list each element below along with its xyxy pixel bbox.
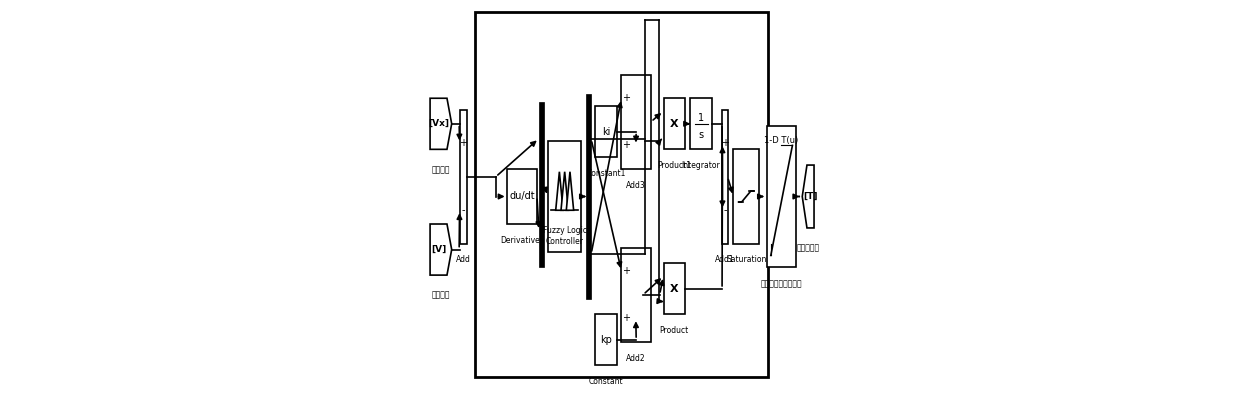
Text: 理想车速: 理想车速 xyxy=(431,165,450,174)
Text: X: X xyxy=(670,284,679,294)
Text: +: + xyxy=(622,140,631,151)
FancyBboxPatch shape xyxy=(664,263,685,314)
Text: +: + xyxy=(460,138,467,149)
Text: Derivative1: Derivative1 xyxy=(501,236,544,245)
Text: 电子油门工作特性表: 电子油门工作特性表 xyxy=(761,279,803,288)
Text: ki: ki xyxy=(602,127,610,137)
FancyBboxPatch shape xyxy=(622,248,650,342)
Polygon shape xyxy=(430,224,452,275)
Text: X: X xyxy=(670,119,679,129)
Polygon shape xyxy=(430,98,452,149)
FancyBboxPatch shape xyxy=(733,149,760,244)
Text: Saturation: Saturation xyxy=(726,255,767,264)
FancyBboxPatch shape xyxy=(767,126,797,267)
Text: Add1: Add1 xyxy=(715,255,735,264)
Text: 驱动总力矩: 驱动总力矩 xyxy=(797,244,820,253)
FancyBboxPatch shape xyxy=(508,169,536,224)
FancyBboxPatch shape xyxy=(595,106,617,157)
Text: [V]: [V] xyxy=(431,245,446,254)
Text: Product1: Product1 xyxy=(658,161,691,170)
Polygon shape xyxy=(556,172,563,210)
Polygon shape xyxy=(561,172,569,210)
FancyBboxPatch shape xyxy=(690,98,712,149)
Text: Constant: Constant xyxy=(589,377,623,386)
Text: Constant1: Constant1 xyxy=(586,169,626,178)
Text: Add3: Add3 xyxy=(627,181,646,190)
Text: s: s xyxy=(699,130,704,140)
Text: [Vx]: [Vx] xyxy=(427,119,449,128)
Text: Add2: Add2 xyxy=(627,354,646,363)
Text: kp: kp xyxy=(600,335,612,345)
FancyBboxPatch shape xyxy=(539,102,544,267)
Text: -: - xyxy=(461,205,465,215)
Text: +: + xyxy=(622,93,631,103)
FancyBboxPatch shape xyxy=(722,110,727,244)
Polygon shape xyxy=(566,172,574,210)
FancyBboxPatch shape xyxy=(548,141,581,252)
Text: -: - xyxy=(724,205,727,215)
Text: +: + xyxy=(721,138,729,149)
Polygon shape xyxy=(802,165,814,228)
Text: 1: 1 xyxy=(698,113,704,123)
Text: Integrator: Integrator xyxy=(681,161,720,170)
Text: Product: Product xyxy=(659,326,689,335)
Text: du/dt: du/dt xyxy=(509,191,535,202)
Text: +: + xyxy=(622,266,631,276)
Text: 实际车速: 实际车速 xyxy=(431,291,450,300)
FancyBboxPatch shape xyxy=(586,94,591,299)
FancyBboxPatch shape xyxy=(595,314,617,365)
FancyBboxPatch shape xyxy=(460,110,467,244)
Text: 1-D T(u): 1-D T(u) xyxy=(764,136,799,145)
FancyBboxPatch shape xyxy=(476,12,768,377)
Text: [T]: [T] xyxy=(803,192,818,201)
Text: +: + xyxy=(622,313,631,323)
Text: Fuzzy Logic
Controller: Fuzzy Logic Controller xyxy=(543,226,587,246)
FancyBboxPatch shape xyxy=(622,75,650,169)
Text: Add: Add xyxy=(456,255,471,264)
FancyBboxPatch shape xyxy=(664,98,685,149)
